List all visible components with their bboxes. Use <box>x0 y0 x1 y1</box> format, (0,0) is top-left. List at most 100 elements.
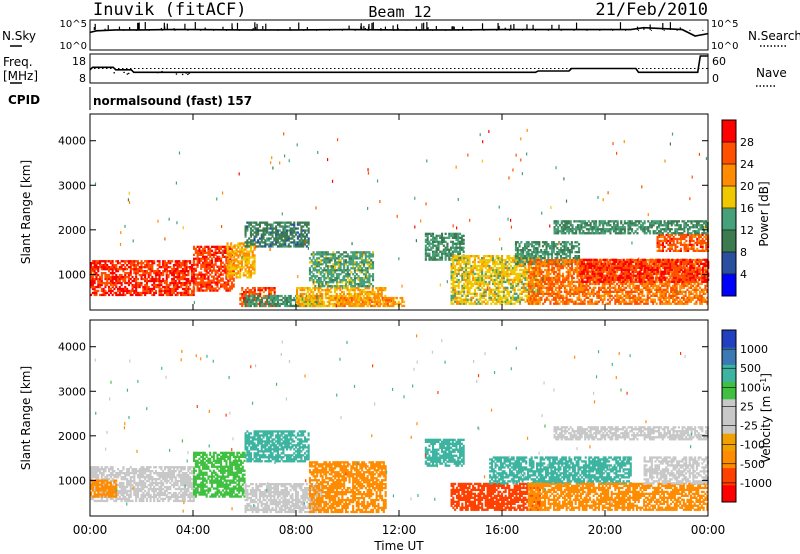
heatmap-cell <box>144 279 147 283</box>
heatmap-cell <box>106 277 109 281</box>
heatmap-cell <box>565 278 568 282</box>
heatmap-cell <box>560 264 563 268</box>
heatmap-cell <box>556 268 559 272</box>
heatmap-cell <box>551 284 554 288</box>
heatmap-cell <box>525 255 528 258</box>
heatmap-cell <box>353 281 356 284</box>
heatmap-cell <box>328 294 331 298</box>
heatmap-cell <box>108 268 111 271</box>
heatmap-cell <box>244 292 247 296</box>
heatmap-cell <box>515 284 518 288</box>
heatmap-cell <box>461 272 464 276</box>
heatmap-cell <box>522 264 525 268</box>
heatmap-cell <box>325 259 328 262</box>
heatmap-cell <box>492 255 495 258</box>
heatmap-cell <box>158 277 161 281</box>
heatmap-cell <box>556 278 559 282</box>
noise-series <box>89 21 709 37</box>
heatmap-cell <box>550 251 553 254</box>
heatmap-cell <box>207 261 210 264</box>
heatmap-cell <box>99 277 102 281</box>
heatmap-cell <box>538 288 541 291</box>
heatmap-cell <box>576 264 579 268</box>
heatmap-cell <box>200 271 203 274</box>
heatmap-cell <box>583 302 586 305</box>
heatmap-cell <box>289 221 292 224</box>
heatmap-cell <box>271 300 274 304</box>
nsearch-dot <box>328 29 331 31</box>
heatmap-cell <box>209 269 212 272</box>
heatmap-cell <box>343 261 346 264</box>
heatmap-cell <box>534 249 537 252</box>
heatmap-cell <box>278 298 281 302</box>
heatmap-cell <box>131 287 134 291</box>
heatmap-cell <box>506 270 509 274</box>
heatmap-cell <box>457 272 460 276</box>
heatmap-cell <box>241 287 244 290</box>
heatmap-cell <box>543 241 546 244</box>
heatmap-cell <box>95 272 98 275</box>
heatmap-cell <box>435 250 438 253</box>
heatmap-cell <box>221 277 224 280</box>
heatmap-cell <box>231 274 234 277</box>
heatmap-cell <box>513 260 516 264</box>
heatmap-cell <box>200 253 203 256</box>
heatmap-cell <box>466 276 469 280</box>
heatmap-cell <box>102 272 105 275</box>
heatmap-cell <box>325 261 328 264</box>
heatmap-cell <box>149 260 152 263</box>
heatmap-cell <box>384 287 387 290</box>
heatmap-cell <box>532 245 535 248</box>
heatmap-cell <box>160 273 163 277</box>
heatmap-cell <box>544 280 547 284</box>
heatmap-cell <box>454 292 457 295</box>
heatmap-cell <box>527 276 530 280</box>
heatmap-cell <box>339 279 342 282</box>
power-heatmap <box>90 128 710 308</box>
heatmap-cell <box>439 258 442 261</box>
heatmap-cell <box>501 280 504 284</box>
heatmap-cell <box>481 266 484 270</box>
heatmap-cell <box>306 300 309 304</box>
heatmap-cell <box>385 300 388 304</box>
heatmap-cell <box>178 260 181 263</box>
heatmap-cell <box>526 278 529 282</box>
heatmap-cell <box>264 302 267 306</box>
heatmap-cell <box>533 270 536 274</box>
heatmap-cell <box>91 273 94 277</box>
heatmap-cell <box>332 271 335 274</box>
heatmap-cell <box>455 302 458 305</box>
heatmap-cell <box>551 266 554 270</box>
heatmap-cell <box>343 269 346 272</box>
heatmap-cell <box>214 259 217 262</box>
heatmap-cell <box>198 287 201 290</box>
heatmap-cell <box>171 291 174 295</box>
heatmap-cell <box>488 274 491 278</box>
heatmap-cell <box>207 257 210 260</box>
heatmap-cell <box>545 243 548 246</box>
heatmap-cell <box>535 298 538 301</box>
heatmap-cell <box>223 283 226 286</box>
heatmap-cell <box>338 296 341 300</box>
heatmap-cell <box>501 296 504 299</box>
heatmap-cell <box>517 300 520 303</box>
heatmap-cell <box>289 227 292 230</box>
heatmap-cell <box>321 259 324 262</box>
heatmap-cell <box>527 296 530 299</box>
heatmap-cell <box>151 270 154 273</box>
heatmap-cell <box>457 292 460 295</box>
heatmap-cell <box>510 300 513 303</box>
heatmap-cell <box>363 279 366 282</box>
heatmap-cell <box>355 263 358 266</box>
heatmap-cell <box>109 283 112 287</box>
heatmap-cell <box>452 292 455 295</box>
heatmap-cell <box>533 302 536 305</box>
heatmap-cell <box>543 249 546 252</box>
heatmap-cell <box>248 276 251 279</box>
heatmap-cell <box>221 269 224 272</box>
heatmap-cell <box>95 289 98 293</box>
heatmap-cell <box>266 237 269 240</box>
heatmap-cell <box>154 270 157 273</box>
heatmap-cell <box>258 304 261 308</box>
heatmap-cell <box>278 235 281 238</box>
